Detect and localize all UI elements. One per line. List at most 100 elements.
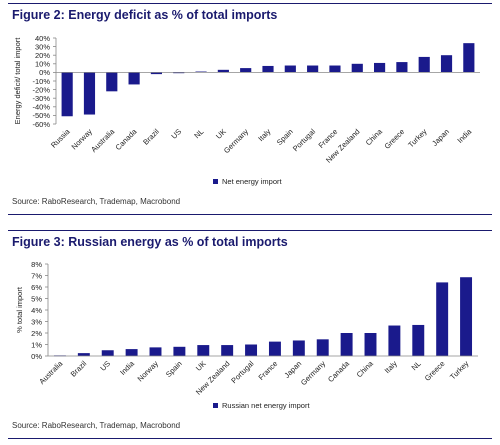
y-axis-title: Energy deficit/ total import	[13, 37, 22, 125]
y-tick-label: 2%	[31, 329, 42, 338]
bar	[284, 65, 296, 73]
category-label: Italy	[256, 127, 272, 143]
category-label: Italy	[383, 359, 399, 375]
category-label: China	[355, 358, 376, 379]
bar	[128, 72, 140, 85]
figure1-title: Figure 2: Energy deficit as % of total i…	[12, 8, 278, 22]
bar	[106, 72, 118, 92]
category-label: Germany	[299, 359, 327, 387]
bar	[329, 65, 341, 73]
category-label: Canada	[326, 358, 352, 384]
bar	[388, 325, 401, 356]
category-label: US	[98, 359, 112, 373]
category-label: Turkey	[406, 127, 429, 150]
bar	[463, 43, 475, 73]
y-tick-label: 6%	[31, 283, 42, 292]
category-label: UK	[214, 127, 228, 141]
category-label: Turkey	[448, 359, 471, 382]
category-label: Spain	[164, 359, 184, 379]
bar	[83, 72, 96, 115]
y-tick-label: 10%	[35, 60, 50, 69]
y-tick-label: -10%	[32, 77, 50, 86]
category-label: Portugal	[229, 359, 255, 385]
y-axis-title: % total import	[15, 286, 24, 333]
category-label: Australia	[89, 126, 117, 154]
top-rule	[8, 3, 492, 4]
y-tick-label: 0%	[39, 68, 50, 77]
bar	[150, 72, 162, 75]
bar	[460, 277, 473, 356]
y-tick-label: 7%	[31, 271, 42, 280]
y-tick-label: 1%	[31, 340, 42, 349]
figure1-chart: -60%-50%-40%-30%-20%-10%0%10%20%30%40% En…	[13, 34, 480, 186]
figure2-title: Figure 3: Russian energy as % of total i…	[12, 235, 288, 249]
legend-label: Net energy import	[222, 177, 283, 186]
category-label: Brazil	[141, 127, 161, 147]
bar	[364, 333, 377, 356]
bar	[245, 344, 258, 356]
bar	[436, 282, 449, 356]
y-tick-label: 40%	[35, 34, 50, 43]
bar	[173, 72, 185, 74]
category-label: Australia	[37, 358, 65, 386]
y-tick-label: 8%	[31, 260, 42, 269]
category-label: France	[256, 359, 279, 382]
category-label: Japan	[430, 127, 451, 148]
figure1-bottom-rule	[8, 214, 492, 215]
category-label: US	[169, 127, 183, 141]
category-label: India	[118, 358, 136, 376]
category-label: Spain	[275, 127, 295, 147]
y-tick-label: -20%	[32, 85, 50, 94]
bar	[101, 350, 114, 356]
bar	[307, 65, 319, 73]
category-label: Norway	[136, 359, 161, 384]
bar	[149, 347, 162, 356]
y-tick-label: 4%	[31, 306, 42, 315]
bar	[316, 339, 329, 356]
bar	[61, 72, 73, 117]
category-label: UK	[194, 359, 208, 373]
bar	[173, 346, 186, 356]
bar	[217, 69, 229, 73]
category-label: Greece	[423, 359, 447, 383]
y-tick-label: -40%	[32, 103, 50, 112]
bar	[412, 324, 425, 356]
category-label: India	[455, 126, 473, 144]
y-tick-label: 3%	[31, 317, 42, 326]
bar	[221, 345, 234, 356]
bar	[240, 68, 252, 73]
y-tick-label: 30%	[35, 42, 50, 51]
category-label: Japan	[282, 359, 303, 380]
legend-label: Russian net energy import	[222, 401, 310, 410]
category-label: NL	[410, 359, 423, 372]
y-tick-label: -30%	[32, 94, 50, 103]
y-tick-label: 5%	[31, 294, 42, 303]
bar	[262, 65, 274, 73]
category-label: Russia	[49, 126, 72, 149]
bar	[418, 56, 430, 73]
figure2-top-rule	[8, 230, 492, 231]
legend-swatch	[213, 403, 218, 408]
category-label: Greece	[383, 127, 407, 151]
figure2-chart: 0% 1% 2% 3% 4% 5% 6% 7% 8% % total import Australi…	[15, 260, 478, 410]
legend-swatch	[213, 179, 218, 184]
bar	[125, 349, 138, 356]
y-tick-label: 0%	[31, 352, 42, 361]
y-tick-label: -50%	[32, 111, 50, 120]
bar	[340, 333, 353, 356]
bar	[440, 55, 453, 73]
bar	[351, 63, 363, 73]
figure1-source: Source: RaboResearch, Trademap, Macrobon…	[12, 197, 181, 206]
bar	[374, 62, 386, 73]
bar	[77, 353, 90, 356]
category-label: Brazil	[69, 359, 89, 379]
category-label: Portugal	[291, 127, 317, 153]
category-label: Canada	[114, 126, 140, 152]
y-tick-label: -60%	[32, 120, 50, 129]
bar	[292, 340, 305, 356]
figure2-source: Source: RaboResearch, Trademap, Macrobon…	[12, 421, 181, 430]
bar	[197, 345, 210, 356]
category-label: NL	[192, 127, 205, 140]
bottom-rule	[8, 438, 492, 439]
y-tick-label: 20%	[35, 51, 50, 60]
